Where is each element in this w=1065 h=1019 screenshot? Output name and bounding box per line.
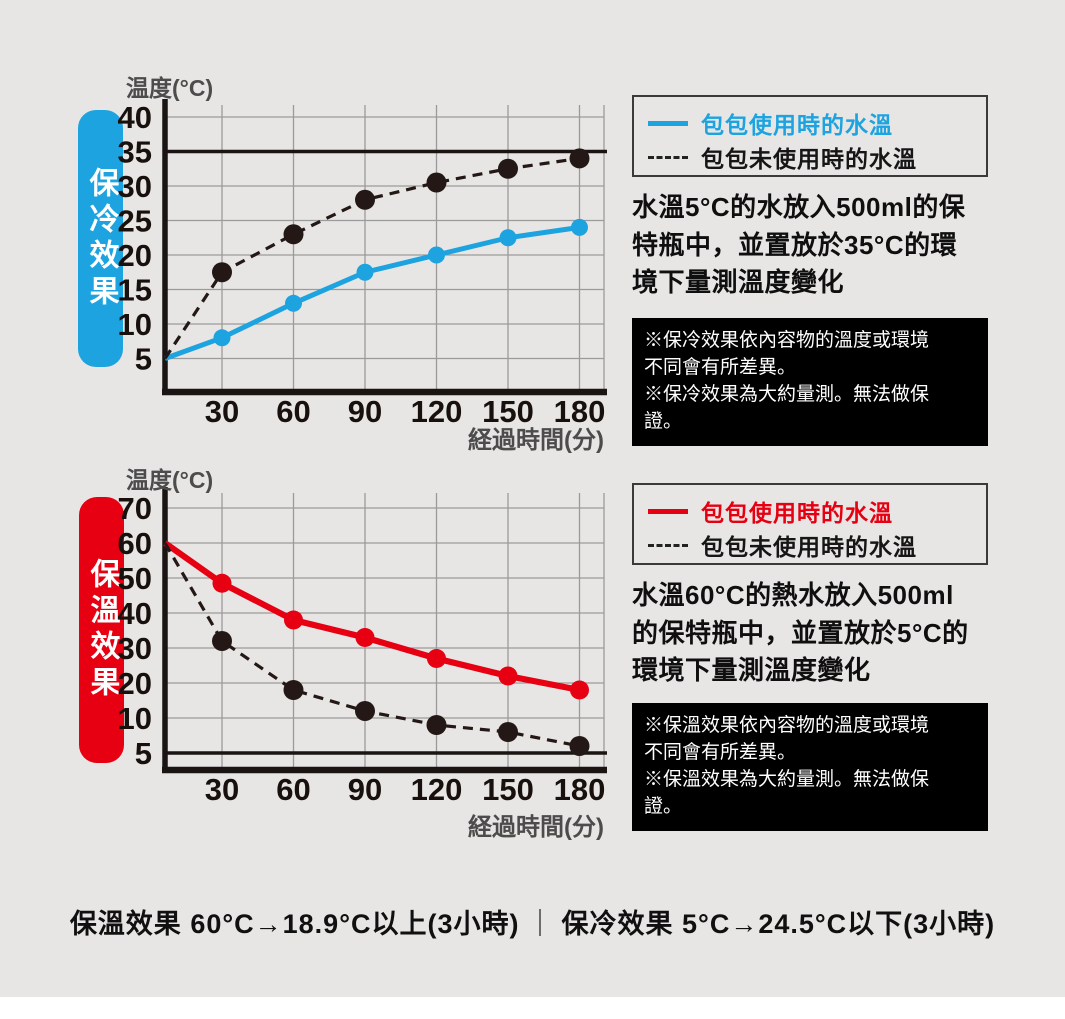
data-point — [285, 294, 302, 312]
y-tick-label: 30 — [118, 169, 152, 204]
x-tick-label: 120 — [411, 772, 463, 807]
cooling-disclaimer-box: ※保冷效果依內容物的溫度或環境 不同會有所差異。 ※保冷效果為大約量測。無法做保… — [632, 318, 988, 446]
x-tick-label: 90 — [348, 394, 382, 429]
warming-legend-row-unused: 包包未使用時的水溫 — [648, 528, 972, 562]
data-point — [355, 628, 375, 647]
data-point — [498, 158, 518, 179]
summary-divider: ｜ — [526, 909, 555, 939]
warming-legend-label-unused: 包包未使用時的水溫 — [701, 534, 917, 560]
y-tick-label: 60 — [118, 526, 152, 561]
warming-section-label: 保溫效果 — [79, 497, 124, 763]
y-tick-label: 30 — [118, 631, 152, 666]
data-point — [355, 189, 375, 210]
warming-disclaimer-1: ※保溫效果依內容物的溫度或環境 不同會有所差異。 — [644, 715, 930, 763]
data-point — [284, 610, 303, 630]
data-point — [569, 736, 590, 756]
y-axis-title: 温度(°C) — [126, 75, 213, 101]
data-point — [571, 218, 588, 236]
cooling-disclaimer-1: ※保冷效果依內容物的溫度或環境 不同會有所差異。 — [644, 330, 930, 378]
cooling-legend: 包包使用時的水溫 包包未使用時的水溫 — [632, 95, 988, 177]
summary-warming: 保溫效果 60°C→18.9°C以上(3小時) — [69, 909, 520, 939]
data-point — [427, 649, 446, 668]
x-tick-label: 180 — [554, 772, 606, 807]
x-tick-label: 120 — [411, 394, 463, 429]
performance-summary-bar: 保溫效果 60°C→18.9°C以上(3小時) ｜保冷效果 5°C→24.5°C以… — [0, 902, 1065, 941]
data-point — [570, 680, 589, 700]
y-tick-label: 20 — [118, 238, 152, 273]
y-tick-label: 25 — [118, 204, 152, 239]
data-point — [426, 172, 447, 193]
warming-disclaimer-box: ※保溫效果依內容物的溫度或環境 不同會有所差異。 ※保溫效果為大約量測。無法做保… — [632, 703, 988, 831]
y-tick-label: 10 — [118, 701, 152, 736]
data-point — [498, 722, 518, 742]
x-tick-label: 60 — [276, 394, 310, 429]
data-point — [283, 680, 304, 700]
x-tick-label: 150 — [482, 394, 534, 429]
data-point — [355, 701, 375, 721]
x-tick-label: 180 — [554, 394, 606, 429]
y-tick-label: 40 — [118, 100, 152, 135]
data-point — [498, 666, 518, 686]
x-tick-label: 90 — [348, 772, 382, 807]
y-tick-label: 50 — [118, 561, 152, 596]
x-axis-title: 経過時間(分) — [468, 813, 604, 841]
cooling-legend-label-unused: 包包未使用時的水溫 — [701, 146, 917, 172]
data-point — [212, 262, 232, 283]
y-axis-title: 温度(°C) — [126, 467, 213, 493]
data-point — [499, 229, 517, 247]
data-point — [356, 263, 374, 281]
y-tick-label: 5 — [135, 736, 152, 771]
dashed-line-sample — [648, 543, 688, 547]
dashed-line-sample — [648, 155, 688, 159]
bottle-used-series-line — [163, 540, 581, 694]
data-point — [428, 246, 445, 264]
y-tick-label: 40 — [118, 596, 152, 631]
warming-section-label-text: 保溫效果 — [85, 558, 119, 702]
cooling-legend-row-unused: 包包未使用時的水溫 — [648, 140, 972, 174]
solid-line-sample — [648, 120, 688, 126]
data-point — [426, 715, 447, 735]
y-tick-label: 15 — [118, 273, 152, 308]
warming-legend-row-used: 包包使用時的水溫 — [648, 494, 972, 528]
x-tick-label: 60 — [276, 772, 310, 807]
x-tick-label: 30 — [205, 772, 239, 807]
cooling-test-description: 水溫5°C的水放入500ml的保 特瓶中，並置放於35°C的環 境下量測溫度變化 — [632, 192, 966, 298]
y-tick-label: 10 — [118, 307, 152, 342]
data-point — [569, 148, 590, 169]
data-point — [283, 224, 304, 245]
cooling-section-label: 保冷效果 — [78, 110, 123, 367]
y-tick-label: 5 — [135, 342, 152, 377]
bottle-unused-series-line — [163, 156, 580, 360]
solid-line-sample — [648, 508, 688, 514]
y-tick-label: 70 — [118, 491, 152, 526]
summary-cooling: 保冷效果 5°C→24.5°C以下(3小時) — [561, 909, 996, 939]
data-point — [212, 631, 232, 651]
y-tick-label: 20 — [118, 666, 152, 701]
warming-disclaimer-2: ※保溫效果為大約量測。無法做保 證。 — [644, 768, 930, 817]
x-tick-label: 30 — [205, 394, 239, 429]
y-tick-label: 35 — [118, 135, 152, 170]
warming-legend: 包包使用時的水溫 包包未使用時的水溫 — [632, 483, 988, 565]
cooling-disclaimer-2: ※保冷效果為大約量測。無法做保 證。 — [644, 383, 930, 432]
data-point — [212, 573, 232, 593]
cooling-section-label-text: 保冷效果 — [84, 166, 118, 311]
x-tick-label: 150 — [482, 772, 534, 807]
cooling-legend-label-used: 包包使用時的水溫 — [701, 112, 893, 138]
warming-test-description: 水溫60°C的熱水放入500ml 的保特瓶中，並置放於5°C的 環境下量測溫度變… — [632, 580, 969, 686]
warming-legend-label-used: 包包使用時的水溫 — [701, 500, 893, 526]
data-point — [213, 329, 231, 347]
cooling-legend-row-used: 包包使用時的水溫 — [648, 106, 972, 140]
x-axis-title: 経過時間(分) — [468, 426, 604, 454]
